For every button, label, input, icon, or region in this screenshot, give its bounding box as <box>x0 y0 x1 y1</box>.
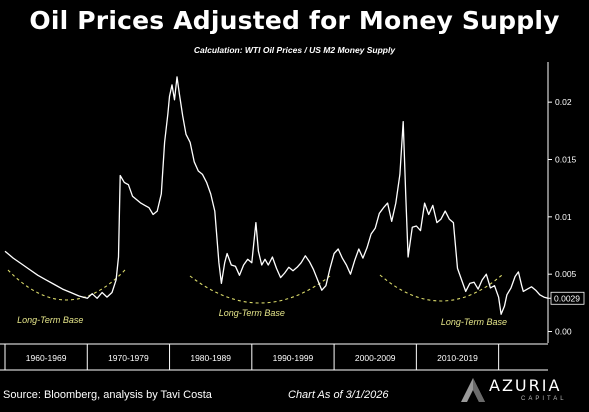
source-note: Source: Bloomberg, analysis by Tavi Cost… <box>3 389 212 401</box>
base-annotation: Long-Term Base <box>441 317 507 327</box>
as-of-date: Chart As of 3/1/2026 <box>288 389 389 401</box>
base-annotation: Long-Term Base <box>219 308 285 318</box>
y-tick-label: 0.00 <box>555 327 572 337</box>
chart-subtitle: Calculation: WTI Oil Prices / US M2 Mone… <box>193 45 396 55</box>
y-tick-label: 0.005 <box>555 269 577 279</box>
logo-name: AZURIA <box>489 376 562 395</box>
y-tick-label: 0.01 <box>555 212 572 222</box>
decade-label: 1960-1969 <box>26 353 67 363</box>
decade-label: 2010-2019 <box>437 353 478 363</box>
decade-label: 1990-1999 <box>273 353 314 363</box>
decade-label: 1980-1989 <box>190 353 231 363</box>
base-arc <box>189 275 331 304</box>
last-value-label: 0.0029 <box>554 293 580 303</box>
base-annotation: Long-Term Base <box>17 315 83 325</box>
logo-tagline: CAPITAL <box>521 396 567 402</box>
y-tick-label: 0.02 <box>555 97 572 107</box>
chart-title: Oil Prices Adjusted for Money Supply <box>29 6 560 35</box>
decade-label: 2000-2009 <box>355 353 396 363</box>
mountain-logo-icon <box>461 378 485 402</box>
base-arc <box>7 269 126 301</box>
series-line <box>4 76 549 315</box>
last-value-box <box>550 291 585 305</box>
decade-label: 1970-1979 <box>108 353 149 363</box>
azuria-logo: AZURIA CAPITAL <box>459 374 587 408</box>
y-tick-label: 0.015 <box>555 154 577 164</box>
base-arc <box>379 274 503 302</box>
